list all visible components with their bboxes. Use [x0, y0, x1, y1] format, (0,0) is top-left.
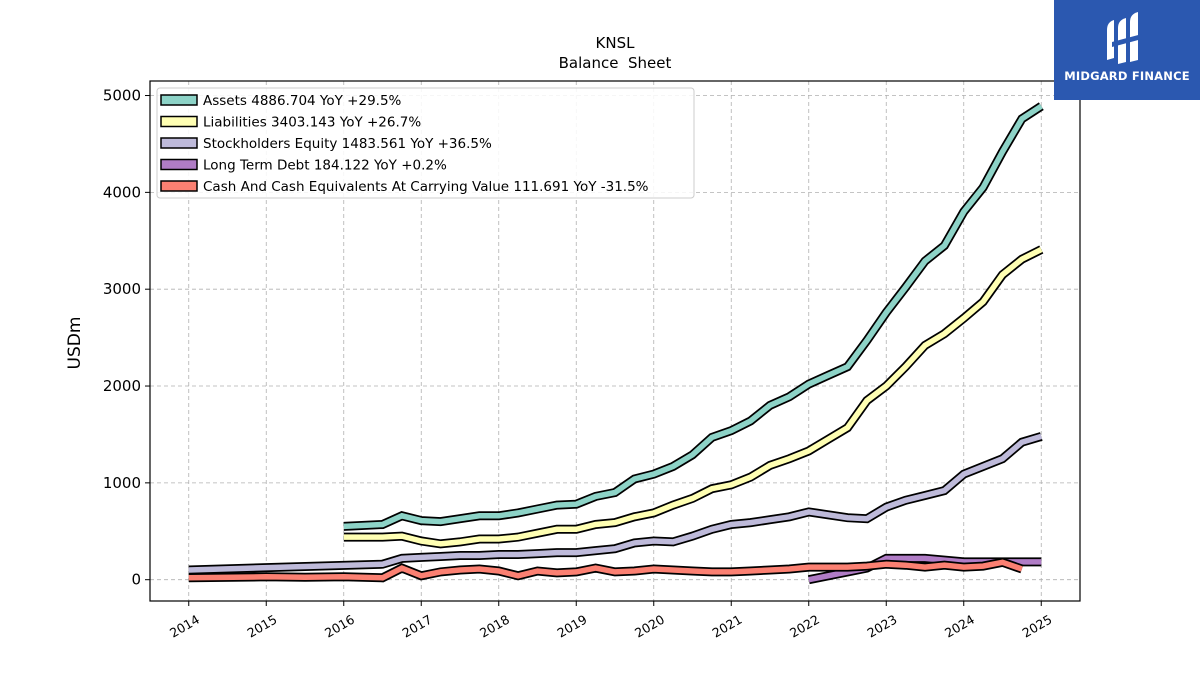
- series-line-2: [188, 433, 1043, 573]
- x-tick-label: 2019: [554, 612, 589, 641]
- legend-label: Cash And Cash Equivalents At Carrying Va…: [203, 179, 649, 195]
- logo-text: MIDGARD FINANCE: [1064, 69, 1190, 83]
- y-axis-ticks: 0 1000 2000 3000 4000 5000: [103, 87, 150, 589]
- x-tick-label: 2017: [399, 612, 434, 641]
- y-tick-label: 1000: [103, 474, 141, 492]
- x-tick-label: 2022: [787, 612, 822, 641]
- legend-swatch: [160, 94, 198, 106]
- x-tick-label: 2014: [167, 612, 202, 641]
- x-tick-label: 2025: [1019, 612, 1054, 641]
- x-tick-label: 2016: [322, 612, 357, 641]
- y-tick-label: 3000: [103, 280, 141, 298]
- legend-label: Assets 4886.704 YoY +29.5%: [203, 93, 402, 109]
- x-tick-label: 2020: [632, 612, 667, 641]
- legend-label: Stockholders Equity 1483.561 YoY +36.5%: [203, 136, 492, 152]
- x-tick-label: 2023: [864, 612, 899, 641]
- legend-swatch: [160, 115, 198, 128]
- chart-title: KNSL: [596, 34, 636, 52]
- legend-label: Liabilities 3403.143 YoY +26.7%: [203, 115, 421, 131]
- x-axis-ticks: 2014 2015 2016 2017 2018 2019 2020 2021 2022 2023…: [167, 601, 1055, 641]
- x-tick-label: 2021: [709, 612, 744, 641]
- y-tick-label: 0: [131, 571, 141, 589]
- midgard-logo-icon: [1107, 12, 1142, 64]
- y-tick-label: 4000: [103, 183, 141, 201]
- y-axis-label: USDm: [65, 317, 85, 370]
- series-line-0: [343, 103, 1043, 530]
- midgard-finance-logo: MIDGARD FINANCE: [1054, 0, 1200, 100]
- legend-box: [156, 87, 695, 199]
- series-lines: [188, 102, 1044, 585]
- legend-swatch: [160, 180, 198, 192]
- x-tick-label: 2015: [244, 612, 279, 641]
- legend-swatch: [160, 158, 198, 171]
- legend-swatch: [160, 137, 198, 149]
- chart-subtitle: Balance Sheet: [559, 54, 672, 72]
- series-line-1: [343, 247, 1043, 547]
- series-line-4: [188, 559, 1023, 581]
- legend-label: Long Term Debt 184.122 YoY +0.2%: [203, 158, 447, 174]
- y-tick-label: 5000: [103, 87, 141, 105]
- legend: Assets 4886.704 YoY +29.5% Liabilities 34…: [156, 87, 695, 199]
- x-tick-label: 2024: [942, 612, 977, 641]
- y-tick-label: 2000: [103, 377, 141, 395]
- plot-frame: [149, 80, 1081, 602]
- x-tick-label: 2018: [477, 612, 512, 641]
